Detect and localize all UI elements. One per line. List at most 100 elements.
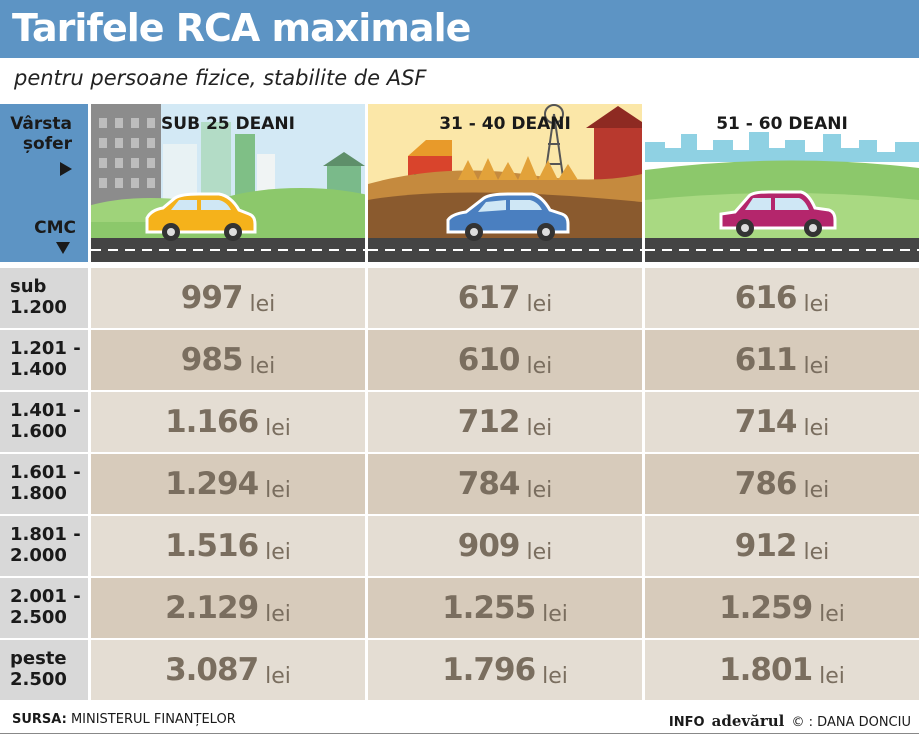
tariff-value: 3.087 xyxy=(165,652,259,688)
tariff-value: 1.516 xyxy=(165,528,259,564)
currency-unit: lei xyxy=(542,664,568,689)
tariff-cell: 610 lei xyxy=(368,330,642,390)
currency-unit: lei xyxy=(526,540,553,565)
cmc-label: 1.801 - 2.000 xyxy=(10,524,81,566)
tariff-cell: 712 lei xyxy=(368,392,642,452)
column-label: 31 - 40 DEANI xyxy=(439,114,571,134)
column-label: SUB 25 DEANI xyxy=(161,114,295,134)
suburb-illustration xyxy=(645,104,919,262)
table-row: 2.001 - 2.500 2.129 lei 1.255 lei 1.259 lei xyxy=(0,578,919,638)
currency-unit: lei xyxy=(526,292,553,317)
currency-unit: lei xyxy=(249,292,276,317)
tariff-value: 1.166 xyxy=(165,404,259,440)
cmc-cell: 2.001 - 2.500 xyxy=(0,578,88,638)
table-row: 1.601 - 1.800 1.294 lei 784 lei 786 lei xyxy=(0,454,919,514)
tariff-cell: 1.259 lei xyxy=(645,578,919,638)
tariff-value: 1.259 xyxy=(719,590,813,626)
city-illustration xyxy=(91,104,365,262)
cmc-cell: sub 1.200 xyxy=(0,268,88,328)
tariff-value: 611 xyxy=(734,342,798,378)
cmc-label: 1.601 - 1.800 xyxy=(10,462,81,504)
currency-unit: lei xyxy=(265,602,291,627)
tariff-cell: 1.516 lei xyxy=(91,516,365,576)
tariff-cell: 997 lei xyxy=(91,268,365,328)
currency-unit: lei xyxy=(803,416,830,441)
cmc-cell: 1.601 - 1.800 xyxy=(0,454,88,514)
copyright-mark: © xyxy=(791,715,805,730)
tariff-value: 1.796 xyxy=(442,652,536,688)
tariff-cell: 784 lei xyxy=(368,454,642,514)
tariff-cell: 2.129 lei xyxy=(91,578,365,638)
column-label: 51 - 60 DEANI xyxy=(716,114,848,134)
title-banner: Tarifele RCA maximale xyxy=(0,0,919,58)
table-row: sub 1.200 997 lei 617 lei 616 lei xyxy=(0,268,919,328)
cmc-label: 2.001 - 2.500 xyxy=(10,586,81,628)
currency-unit: lei xyxy=(526,478,553,503)
tariff-value: 617 xyxy=(457,280,521,316)
tariff-cell: 912 lei xyxy=(645,516,919,576)
source-note: SURSA: MINISTERUL FINANȚELOR xyxy=(12,712,236,727)
tariff-cell: 1.294 lei xyxy=(91,454,365,514)
tariff-value: 997 xyxy=(180,280,244,316)
source-value: MINISTERUL FINANȚELOR xyxy=(70,712,236,727)
tariff-cell: 616 lei xyxy=(645,268,919,328)
column-header-31-40: 31 - 40 DEANI xyxy=(368,104,642,262)
cmc-label: 1.401 - 1.600 xyxy=(10,400,81,442)
tariff-value: 909 xyxy=(457,528,521,564)
currency-unit: lei xyxy=(819,664,845,689)
info-label: INFO xyxy=(668,715,705,730)
tariff-cell: 909 lei xyxy=(368,516,642,576)
currency-unit: lei xyxy=(526,354,553,379)
tariff-cell: 611 lei xyxy=(645,330,919,390)
triangle-right-icon xyxy=(60,162,72,176)
currency-unit: lei xyxy=(803,540,830,565)
cmc-cell: 1.201 - 1.400 xyxy=(0,330,88,390)
tariff-cell: 1.255 lei xyxy=(368,578,642,638)
tariff-value: 1.801 xyxy=(719,652,813,688)
currency-unit: lei xyxy=(819,602,845,627)
table-row: 1.401 - 1.600 1.166 lei 712 lei 714 lei xyxy=(0,392,919,452)
page-title: Tarifele RCA maximale xyxy=(12,6,471,50)
table-row: 1.201 - 1.400 985 lei 610 lei 611 lei xyxy=(0,330,919,390)
tariff-value: 2.129 xyxy=(165,590,259,626)
triangle-down-icon xyxy=(56,242,70,254)
tariff-value: 786 xyxy=(734,466,798,502)
currency-unit: lei xyxy=(803,478,830,503)
cmc-label: peste 2.500 xyxy=(10,648,67,690)
currency-unit: lei xyxy=(265,416,291,441)
cmc-label: sub 1.200 xyxy=(10,276,67,318)
currency-unit: lei xyxy=(249,354,276,379)
source-label: SURSA: xyxy=(12,712,67,727)
tariff-value: 610 xyxy=(457,342,521,378)
tariff-cell: 617 lei xyxy=(368,268,642,328)
tariff-cell: 1.166 lei xyxy=(91,392,365,452)
tariff-value: 714 xyxy=(734,404,798,440)
table-row: peste 2.500 3.087 lei 1.796 lei 1.801 lei xyxy=(0,640,919,700)
cmc-label: 1.201 - 1.400 xyxy=(10,338,81,380)
cmc-cell: 1.801 - 2.000 xyxy=(0,516,88,576)
tariff-value: 912 xyxy=(734,528,798,564)
tariff-cell: 985 lei xyxy=(91,330,365,390)
credit-note: INFO adevărul © : DANA DONCIU xyxy=(669,712,911,730)
currency-unit: lei xyxy=(265,664,291,689)
tariff-value: 784 xyxy=(457,466,521,502)
tariff-value: 985 xyxy=(180,342,244,378)
axis-corner: Vârsta șofer CMC xyxy=(0,104,88,262)
tariff-cell: 3.087 lei xyxy=(91,640,365,700)
currency-unit: lei xyxy=(265,540,291,565)
tariff-value: 616 xyxy=(734,280,798,316)
cmc-cell: 1.401 - 1.600 xyxy=(0,392,88,452)
column-header-under-25: SUB 25 DEANI xyxy=(91,104,365,262)
row-axis-label: Vârsta șofer xyxy=(10,114,72,154)
currency-unit: lei xyxy=(542,602,568,627)
tariff-value: 712 xyxy=(457,404,521,440)
currency-unit: lei xyxy=(526,416,553,441)
tariff-cell: 1.796 lei xyxy=(368,640,642,700)
credit-name: : DANA DONCIU xyxy=(808,715,911,730)
tariff-cell: 714 lei xyxy=(645,392,919,452)
tariff-value: 1.294 xyxy=(165,466,259,502)
footer-divider xyxy=(0,733,919,734)
page-subtitle: pentru persoane fizice, stabilite de ASF xyxy=(14,66,427,90)
currency-unit: lei xyxy=(265,478,291,503)
currency-unit: lei xyxy=(803,354,830,379)
